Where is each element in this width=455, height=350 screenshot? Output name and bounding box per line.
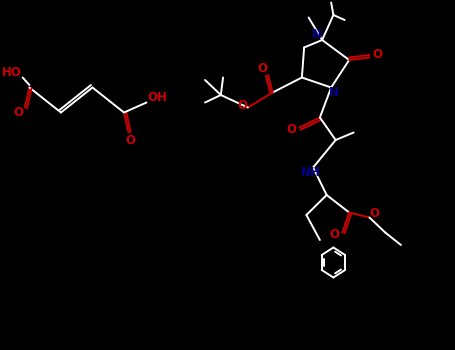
Text: O: O — [373, 49, 383, 62]
Text: NH: NH — [301, 166, 321, 179]
Text: O: O — [329, 229, 339, 241]
Text: O: O — [13, 106, 23, 119]
Text: HO: HO — [1, 66, 21, 79]
Text: O: O — [126, 133, 136, 147]
Text: O: O — [370, 207, 380, 220]
Text: O: O — [238, 98, 248, 112]
Text: O: O — [287, 124, 297, 136]
Text: N: N — [329, 86, 339, 99]
Text: N: N — [312, 28, 322, 41]
Text: O: O — [258, 63, 268, 76]
Text: OH: OH — [148, 91, 168, 104]
